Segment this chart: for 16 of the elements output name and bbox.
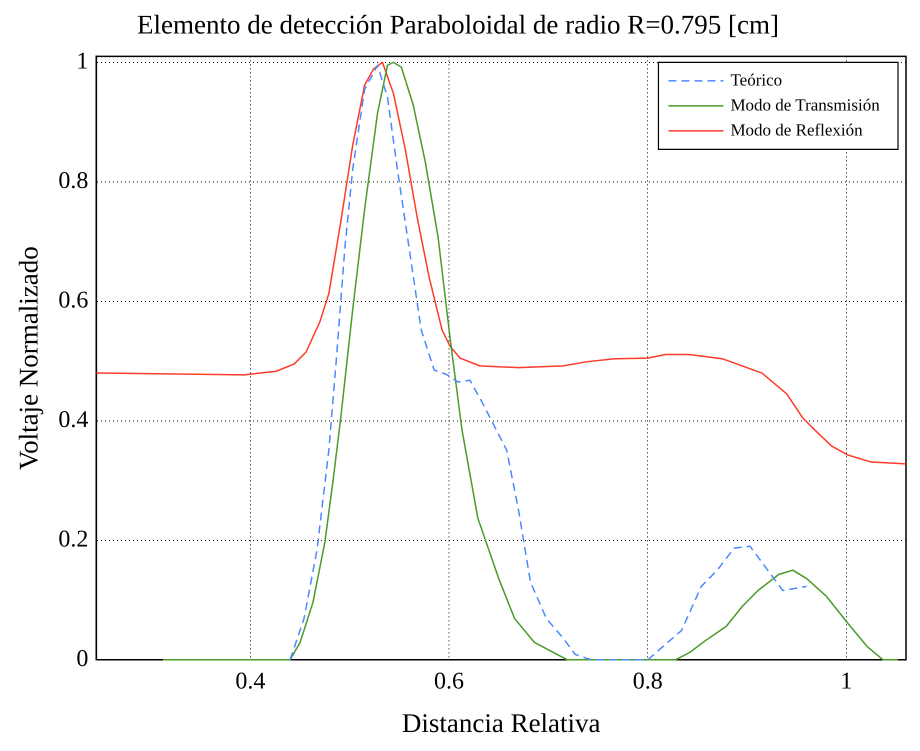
y-tick-label: 1 <box>76 48 88 75</box>
y-tick-label: 0.4 <box>58 407 88 434</box>
y-tick-label: 0 <box>76 646 88 672</box>
x-tick-label: 0.6 <box>434 668 464 694</box>
y-tick-label: 0.8 <box>58 168 88 194</box>
legend-label: Modo de Transmisión <box>730 95 880 114</box>
x-tick-label: 0.4 <box>235 668 266 694</box>
x-tick-label: 0.8 <box>632 668 663 694</box>
y-axis-title: Voltaje Normalizado <box>13 246 44 470</box>
x-tick-label: 1 <box>840 668 852 694</box>
legend-label: Teórico <box>730 70 782 90</box>
chart-title: Elemento de detección Paraboloidal de radio R=0.795 [cm] <box>136 9 780 40</box>
y-tick-label: 0.2 <box>58 526 88 553</box>
x-axis-title: Distancia Relativa <box>402 708 601 738</box>
legend-label: Modo de Reflexión <box>730 120 864 140</box>
y-tick-label: 0.6 <box>58 288 88 314</box>
